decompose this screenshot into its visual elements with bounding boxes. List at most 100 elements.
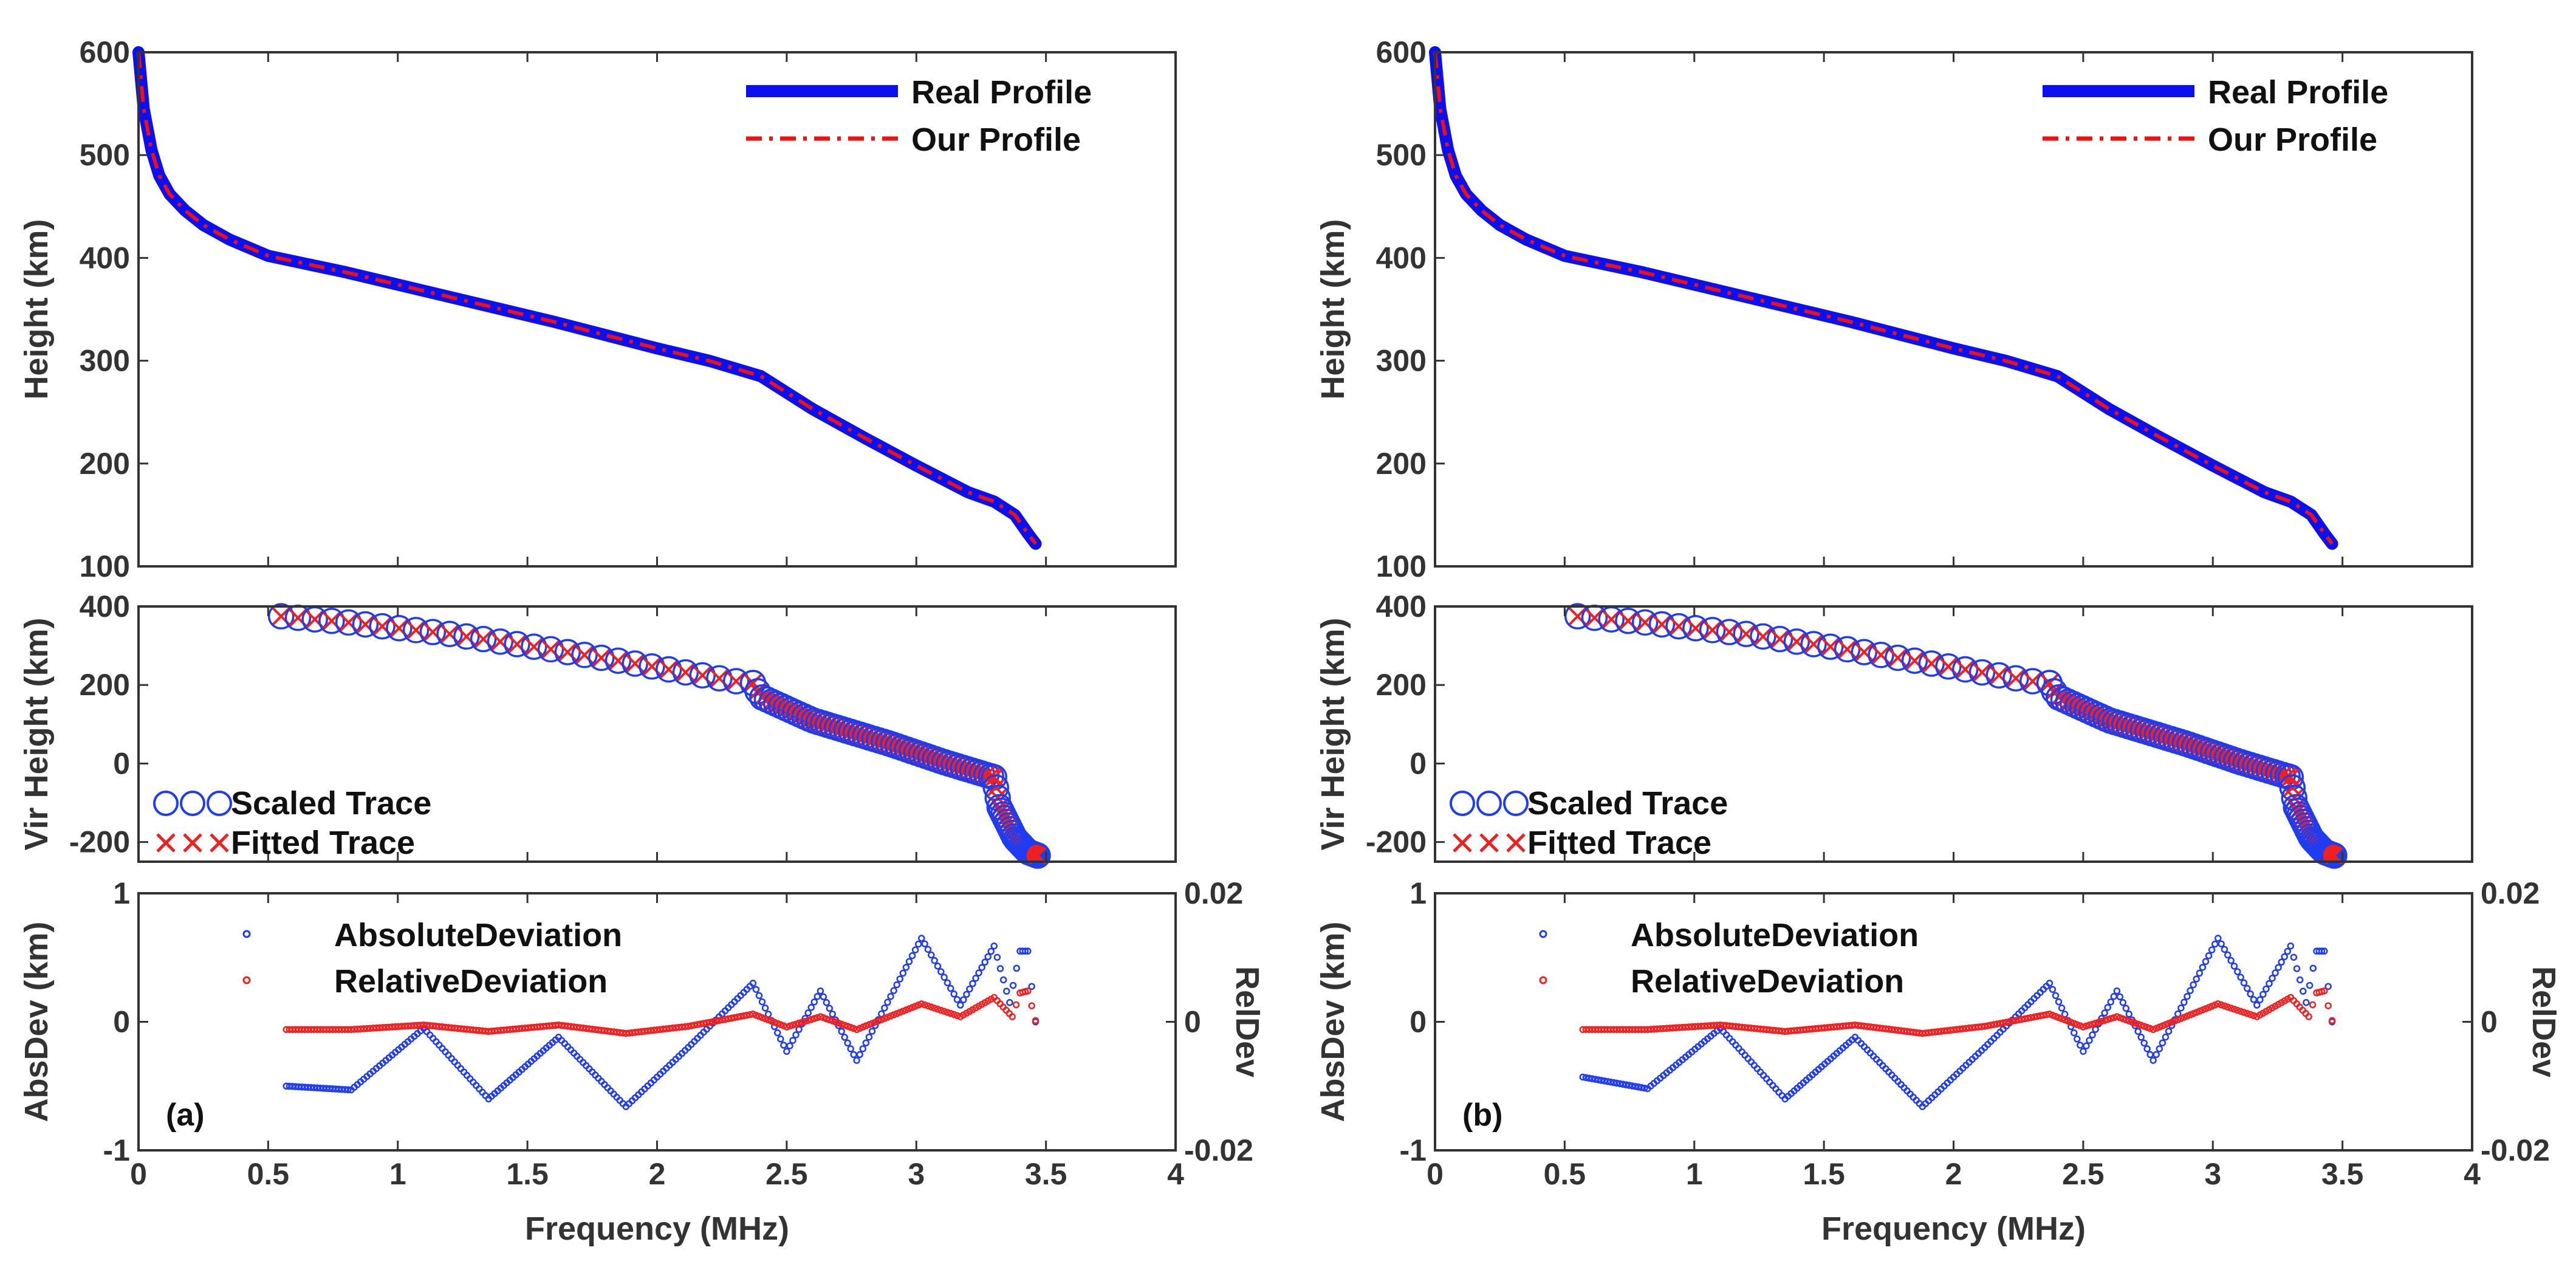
absolute-deviation-point: [2247, 990, 2254, 998]
absolute-deviation-point: [2300, 987, 2307, 995]
relative-deviation-point: [1965, 1025, 1973, 1032]
real-profile-line: [1429, 46, 2338, 550]
deviation-axes: [137, 892, 1177, 1152]
profile-y-label: Height (km): [18, 219, 55, 400]
legend-fitted-marker: [183, 833, 202, 853]
fitted-trace-point: [744, 674, 762, 692]
relative-deviation-point: [691, 1021, 698, 1029]
relative-deviation-point: [2104, 1015, 2111, 1023]
legend-abs-label: AbsoluteDeviation: [1631, 917, 1919, 953]
relative-deviation-point: [375, 1024, 383, 1032]
absolute-deviation-point: [947, 984, 954, 992]
x-tick-label: 1.5: [1803, 1157, 1845, 1191]
absolute-deviation-point: [865, 1033, 873, 1041]
absolute-deviation-point: [2253, 1001, 2261, 1009]
scaled-trace-point: [1750, 623, 1776, 650]
relative-deviation-point: [1641, 1026, 1648, 1033]
relative-deviation-point: [1956, 1025, 1964, 1033]
relative-deviation-point: [2036, 1012, 2044, 1020]
abs-y-tick-label: -1: [103, 1133, 130, 1167]
absolute-deviation-point: [2083, 1042, 2090, 1049]
legend-scaled-marker: [1476, 791, 1502, 816]
relative-deviation-point: [740, 1012, 747, 1020]
relative-deviation-point: [1953, 1026, 1961, 1033]
relative-deviation-point: [635, 1028, 642, 1035]
scaled-trace-point: [689, 662, 716, 689]
relative-deviation-point: [2012, 1017, 2019, 1025]
relative-deviation-point: [1713, 1021, 1721, 1029]
x-tick-label: 2: [1945, 1157, 1962, 1191]
absolute-deviation-point: [2187, 987, 2194, 994]
relative-deviation-point: [2328, 1017, 2336, 1025]
relative-deviation-point: [712, 1017, 720, 1025]
absolute-deviation-point: [2215, 935, 2222, 942]
absolute-deviation-point: [2269, 975, 2276, 982]
relative-deviation-point: [931, 1004, 938, 1012]
relative-deviation-point: [801, 1017, 809, 1025]
absolute-deviation-point: [1588, 1075, 1596, 1082]
relative-deviation-point: [398, 1023, 405, 1030]
relative-deviation-point: [2240, 1009, 2248, 1016]
absolute-deviation-point: [2190, 981, 2197, 989]
legend-rel-label: RelativeDeviation: [334, 963, 608, 1000]
relative-deviation-point: [1981, 1023, 1989, 1030]
legend-fitted-label: Fitted Trace: [1527, 825, 1711, 861]
relative-deviation-point: [721, 1015, 729, 1023]
relative-deviation-point: [947, 1010, 954, 1017]
scaled-trace-point: [386, 615, 413, 642]
absolute-deviation-point: [2303, 999, 2310, 1006]
virtual-trace-points: [1564, 603, 2348, 869]
relative-deviation-point: [641, 1028, 648, 1035]
absolute-deviation-point: [2162, 1033, 2170, 1041]
our-profile-line: [137, 52, 1037, 545]
scaled-trace-point: [1834, 636, 1861, 663]
relative-deviation-point: [369, 1025, 377, 1032]
x-tick-label: 3: [2204, 1157, 2221, 1191]
relative-deviation-point: [411, 1022, 418, 1029]
absolute-deviation-point: [2113, 987, 2121, 995]
absolute-deviation-point: [2137, 1034, 2145, 1041]
absolute-deviation-point: [924, 946, 932, 953]
absolute-deviation-point: [2205, 952, 2213, 960]
virtual-y-label: Vir Height (km): [1315, 617, 1351, 850]
relative-deviation-point: [1704, 1022, 1711, 1029]
deviation-points: [283, 935, 1040, 1110]
relative-deviation-point: [718, 1016, 726, 1024]
relative-deviation-point: [2030, 1013, 2038, 1021]
absolute-deviation-point: [2116, 993, 2124, 1001]
deviation-points: [1579, 935, 2336, 1110]
scaled-trace-point: [1615, 607, 1642, 634]
absolute-deviation-point: [838, 1028, 845, 1035]
scaled-trace-point: [1817, 633, 1844, 660]
relative-deviation-point: [2221, 1002, 2228, 1010]
relative-deviation-point: [647, 1027, 655, 1034]
virtual-trace-points: [267, 603, 1051, 869]
absolute-deviation-point: [2122, 1004, 2130, 1012]
legend-abs-marker: [242, 930, 251, 938]
absolute-deviation-point: [1013, 964, 1021, 972]
relative-deviation-point: [928, 1003, 935, 1011]
relative-deviation-point: [357, 1025, 365, 1032]
legend-real-label: Real Profile: [2208, 74, 2388, 111]
relative-deviation-point: [2080, 1023, 2087, 1031]
absolute-deviation-point: [795, 1026, 803, 1033]
absolute-deviation-point: [1628, 1082, 1636, 1090]
x-tick-label: 4: [1167, 1157, 1184, 1191]
relative-deviation-point: [678, 1023, 686, 1031]
relative-deviation-point: [937, 1006, 945, 1014]
absolute-deviation-point: [2140, 1039, 2148, 1047]
relative-deviation-point: [1962, 1025, 1970, 1032]
relative-deviation-point: [2092, 1020, 2099, 1027]
absolute-deviation-point: [1003, 987, 1010, 995]
relative-deviation-point: [1009, 1013, 1016, 1020]
absolute-deviation-point: [1631, 1083, 1639, 1090]
relative-deviation-point: [934, 1005, 942, 1013]
relative-deviation-point: [1925, 1029, 1933, 1037]
legend-scaled-marker: [1503, 791, 1529, 816]
legend-rel-label: RelativeDeviation: [1631, 963, 1904, 1000]
absolute-deviation-point: [2134, 1028, 2142, 1035]
absolute-deviation-point: [820, 993, 827, 1001]
relative-deviation-point: [918, 1000, 925, 1008]
x-tick-label: 3.5: [1025, 1157, 1067, 1191]
scaled-trace-point: [1951, 656, 1979, 683]
